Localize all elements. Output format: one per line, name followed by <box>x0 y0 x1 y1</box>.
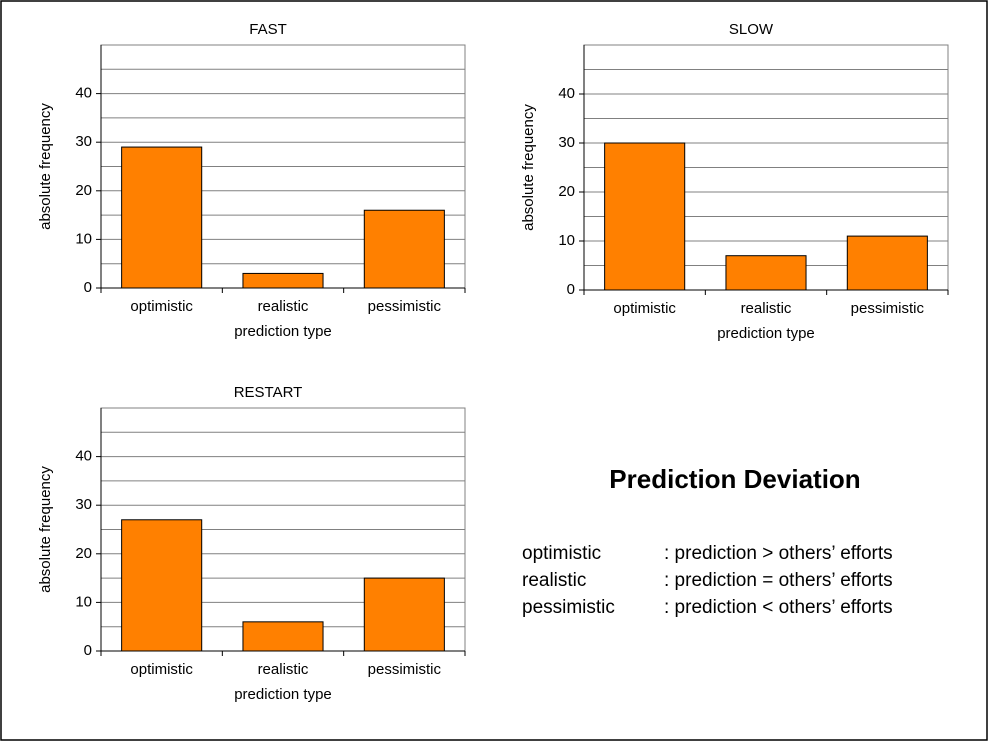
x-tick-label: pessimistic <box>851 300 925 317</box>
y-tick-label: 20 <box>75 545 92 562</box>
y-tick-label: 10 <box>558 232 575 249</box>
x-tick-label: optimistic <box>613 300 676 317</box>
chart-title: RESTART <box>234 384 303 401</box>
y-tick-label: 10 <box>75 230 92 247</box>
y-tick-label: 40 <box>558 85 575 102</box>
y-axis-label: absolute frequency <box>520 104 537 231</box>
y-tick-label: 0 <box>84 642 92 659</box>
legend-title: Prediction Deviation <box>609 464 860 494</box>
bar <box>242 621 324 652</box>
y-tick-label: 40 <box>75 448 92 465</box>
bar <box>846 235 928 291</box>
x-tick-label: pessimistic <box>368 661 442 678</box>
x-tick-label: realistic <box>741 300 792 317</box>
x-axis-label: prediction type <box>717 325 815 342</box>
y-tick-label: 40 <box>75 85 92 102</box>
y-axis-label: absolute frequency <box>37 466 54 593</box>
y-tick-label: 0 <box>567 281 575 298</box>
x-axis-label: prediction type <box>234 686 332 703</box>
legend-definition: : prediction < others’ efforts <box>664 597 893 618</box>
legend-definition: : prediction > others’ efforts <box>664 543 893 564</box>
legend-term: optimistic <box>522 543 601 564</box>
x-tick-label: optimistic <box>130 298 193 315</box>
y-tick-label: 20 <box>558 183 575 200</box>
y-tick-label: 30 <box>75 133 92 150</box>
y-tick-label: 30 <box>75 496 92 513</box>
legend-term: pessimistic <box>522 597 615 618</box>
legend-term: realistic <box>522 570 586 591</box>
y-tick-label: 20 <box>75 182 92 199</box>
y-axis-label: absolute frequency <box>37 103 54 230</box>
x-tick-label: realistic <box>258 661 309 678</box>
x-axis-label: prediction type <box>234 323 332 340</box>
y-tick-label: 10 <box>75 593 92 610</box>
chart-title: FAST <box>249 21 287 38</box>
bar <box>121 146 203 289</box>
bar <box>363 577 445 652</box>
bar <box>242 272 324 289</box>
x-tick-label: pessimistic <box>368 298 442 315</box>
y-tick-label: 0 <box>84 279 92 296</box>
y-tick-label: 30 <box>558 134 575 151</box>
x-tick-label: realistic <box>258 298 309 315</box>
chart-title: SLOW <box>729 21 774 38</box>
bar <box>604 142 686 291</box>
bar <box>363 209 445 289</box>
legend-definition: : prediction = others’ efforts <box>664 570 893 591</box>
bar <box>121 519 203 652</box>
x-tick-label: optimistic <box>130 661 193 678</box>
bar <box>725 255 807 291</box>
